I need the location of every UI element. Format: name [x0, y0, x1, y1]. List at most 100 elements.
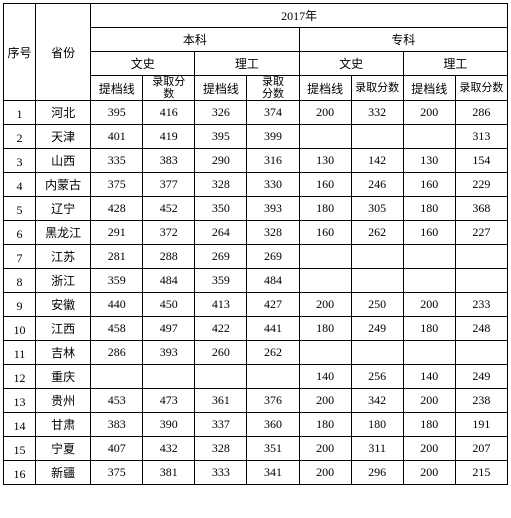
table-row: 5辽宁428452350393180305180368 — [4, 197, 508, 221]
cell-value: 281 — [91, 245, 143, 269]
cell-value: 484 — [247, 269, 299, 293]
cell-value: 200 — [299, 437, 351, 461]
hdr-ligong: 理工 — [403, 52, 507, 76]
table-row: 13贵州453473361376200342200238 — [4, 389, 508, 413]
cell-province: 新疆 — [36, 461, 91, 485]
cell-value: 160 — [299, 221, 351, 245]
cell-value: 140 — [403, 365, 455, 389]
cell-value: 291 — [91, 221, 143, 245]
cell-index: 13 — [4, 389, 36, 413]
cell-value: 200 — [403, 461, 455, 485]
hdr-year: 2017年 — [91, 4, 508, 28]
cell-value: 361 — [195, 389, 247, 413]
cell-value: 375 — [91, 173, 143, 197]
cell-value — [403, 125, 455, 149]
cell-value: 180 — [403, 197, 455, 221]
cell-value: 332 — [351, 101, 403, 125]
cell-index: 7 — [4, 245, 36, 269]
cell-value: 200 — [299, 389, 351, 413]
cell-value: 264 — [195, 221, 247, 245]
cell-value: 453 — [91, 389, 143, 413]
table-row: 10江西458497422441180249180248 — [4, 317, 508, 341]
cell-value: 200 — [403, 101, 455, 125]
cell-value: 416 — [143, 101, 195, 125]
cell-value: 368 — [455, 197, 507, 221]
table-body: 1河北3954163263742003322002862天津4014193953… — [4, 101, 508, 485]
cell-value — [299, 245, 351, 269]
cell-value: 330 — [247, 173, 299, 197]
cell-value — [403, 269, 455, 293]
cell-value: 337 — [195, 413, 247, 437]
cell-value: 473 — [143, 389, 195, 413]
cell-value: 422 — [195, 317, 247, 341]
table-row: 4内蒙古375377328330160246160229 — [4, 173, 508, 197]
cell-value — [351, 341, 403, 365]
cell-value: 215 — [455, 461, 507, 485]
cell-value: 376 — [247, 389, 299, 413]
cell-value: 233 — [455, 293, 507, 317]
cell-index: 9 — [4, 293, 36, 317]
cell-province: 河北 — [36, 101, 91, 125]
cell-index: 2 — [4, 125, 36, 149]
cell-value: 350 — [195, 197, 247, 221]
cell-value: 326 — [195, 101, 247, 125]
cell-value: 441 — [247, 317, 299, 341]
cell-index: 3 — [4, 149, 36, 173]
cell-value: 390 — [143, 413, 195, 437]
cell-value: 180 — [299, 197, 351, 221]
hdr-benke: 本科 — [91, 28, 299, 52]
cell-value — [455, 269, 507, 293]
cell-value: 395 — [91, 101, 143, 125]
hdr-luqu: 录取分数 — [351, 76, 403, 101]
cell-value — [195, 365, 247, 389]
cell-index: 16 — [4, 461, 36, 485]
cell-value: 311 — [351, 437, 403, 461]
cell-value: 328 — [195, 173, 247, 197]
cell-value: 374 — [247, 101, 299, 125]
hdr-wenshi: 文史 — [299, 52, 403, 76]
cell-value: 200 — [299, 461, 351, 485]
cell-value: 249 — [455, 365, 507, 389]
cell-index: 10 — [4, 317, 36, 341]
cell-value: 450 — [143, 293, 195, 317]
cell-value: 200 — [299, 101, 351, 125]
cell-province: 贵州 — [36, 389, 91, 413]
cell-province: 重庆 — [36, 365, 91, 389]
cell-province: 黑龙江 — [36, 221, 91, 245]
cell-value: 428 — [91, 197, 143, 221]
cell-value: 249 — [351, 317, 403, 341]
cell-value — [247, 365, 299, 389]
hdr-luqu: 录取分数 — [143, 76, 195, 101]
cell-value: 393 — [247, 197, 299, 221]
cell-index: 6 — [4, 221, 36, 245]
cell-value — [403, 341, 455, 365]
cell-province: 安徽 — [36, 293, 91, 317]
cell-value: 180 — [403, 317, 455, 341]
cell-province: 内蒙古 — [36, 173, 91, 197]
cell-index: 4 — [4, 173, 36, 197]
table-row: 8浙江359484359484 — [4, 269, 508, 293]
cell-value: 142 — [351, 149, 403, 173]
cell-value: 432 — [143, 437, 195, 461]
cell-value: 372 — [143, 221, 195, 245]
cell-value — [91, 365, 143, 389]
cell-province: 吉林 — [36, 341, 91, 365]
hdr-luqu: 录取分数 — [455, 76, 507, 101]
cell-value: 262 — [247, 341, 299, 365]
cell-value: 335 — [91, 149, 143, 173]
cell-index: 15 — [4, 437, 36, 461]
cell-province: 辽宁 — [36, 197, 91, 221]
cell-value: 333 — [195, 461, 247, 485]
cell-index: 5 — [4, 197, 36, 221]
cell-value: 381 — [143, 461, 195, 485]
hdr-zhuanke: 专科 — [299, 28, 507, 52]
cell-value — [299, 341, 351, 365]
cell-value: 207 — [455, 437, 507, 461]
cell-value: 313 — [455, 125, 507, 149]
cell-value: 200 — [403, 293, 455, 317]
cell-value: 130 — [403, 149, 455, 173]
cell-value: 269 — [247, 245, 299, 269]
hdr-luqu: 录取分数 — [247, 76, 299, 101]
cell-value: 401 — [91, 125, 143, 149]
cell-value: 200 — [403, 437, 455, 461]
